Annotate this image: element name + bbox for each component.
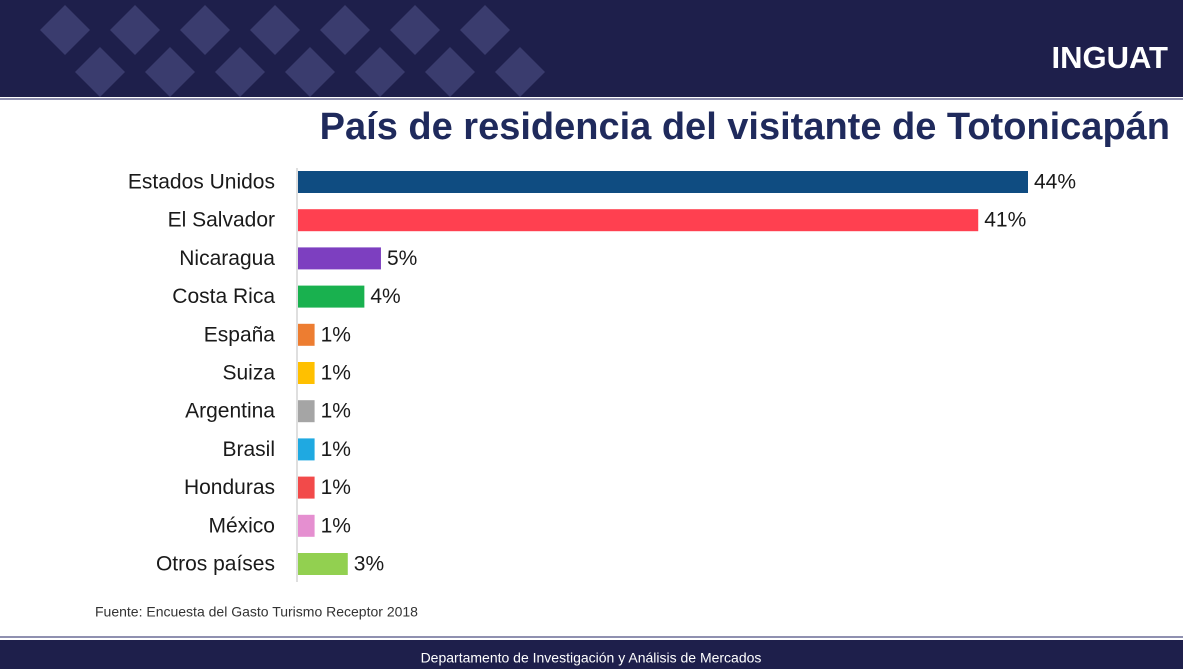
category-label: Brasil (222, 438, 275, 461)
category-label: España (204, 323, 276, 346)
value-label: 4% (370, 285, 400, 308)
category-label: Estados Unidos (128, 171, 275, 194)
bar (298, 285, 365, 308)
category-label: El Salvador (168, 209, 275, 232)
bar (298, 438, 315, 461)
category-label: Otros países (156, 553, 275, 576)
bar (298, 400, 315, 423)
source: Fuente: Encuesta del Gasto Turismo Recep… (95, 604, 418, 620)
footer-band (0, 640, 1183, 669)
bar (298, 247, 381, 270)
bar (298, 209, 979, 232)
bar (298, 553, 348, 575)
bar (298, 323, 315, 346)
bar (298, 514, 315, 537)
category-label: Suiza (222, 362, 275, 385)
value-label: 1% (321, 514, 351, 537)
category-label: Honduras (184, 476, 275, 499)
brand: INGUAT (1051, 40, 1168, 75)
bar (298, 362, 315, 384)
bar (298, 171, 1028, 193)
value-label: 1% (321, 400, 351, 423)
value-label: 44% (1034, 171, 1076, 194)
value-label: 1% (321, 438, 351, 461)
value-label: 41% (984, 209, 1026, 232)
category-label: Argentina (185, 400, 275, 423)
value-label: 3% (354, 553, 384, 576)
header-pattern (40, 5, 545, 97)
category-label: Nicaragua (179, 247, 275, 270)
value-label: 1% (321, 323, 351, 346)
category-label: Costa Rica (172, 285, 275, 308)
value-label: 5% (387, 247, 417, 270)
footer: Departamento de Investigación y Análisis… (421, 650, 762, 666)
value-label: 1% (321, 362, 351, 385)
bar (298, 476, 315, 499)
category-label: México (208, 514, 275, 537)
value-label: 1% (321, 476, 351, 499)
chart-title: País de residencia del visitante de Toto… (320, 106, 1170, 148)
